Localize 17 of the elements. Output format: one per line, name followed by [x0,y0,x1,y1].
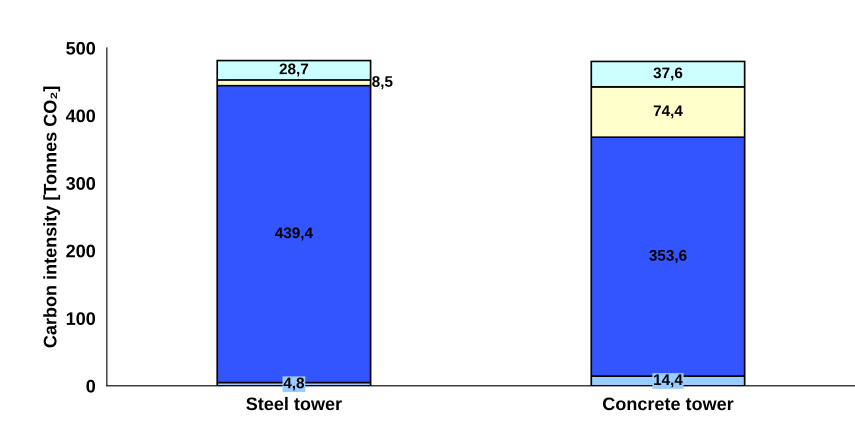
y-tick-label: 400 [66,109,96,122]
y-tick-label: 300 [66,177,96,190]
x-tick-label: Concrete tower [603,397,734,410]
y-tick-label: 0 [86,380,96,393]
x-tick-label: Steel tower [246,396,342,410]
data-label: 353,6 [649,250,687,263]
data-label: 28,7 [280,64,308,77]
data-label: 74,4 [654,105,683,118]
data-label: 439,4 [275,227,313,240]
data-label: 14,4 [654,374,683,388]
data-label: 8,5 [372,76,393,90]
y-tick-label: 100 [66,312,96,325]
y-axis-title: Carbon intensity [Tonnes CO₂] [43,86,60,348]
y-tick-label: 200 [66,244,96,258]
data-label: 37,6 [653,67,682,80]
y-tick-label: 500 [66,42,96,55]
data-label: 4,8 [284,378,304,391]
